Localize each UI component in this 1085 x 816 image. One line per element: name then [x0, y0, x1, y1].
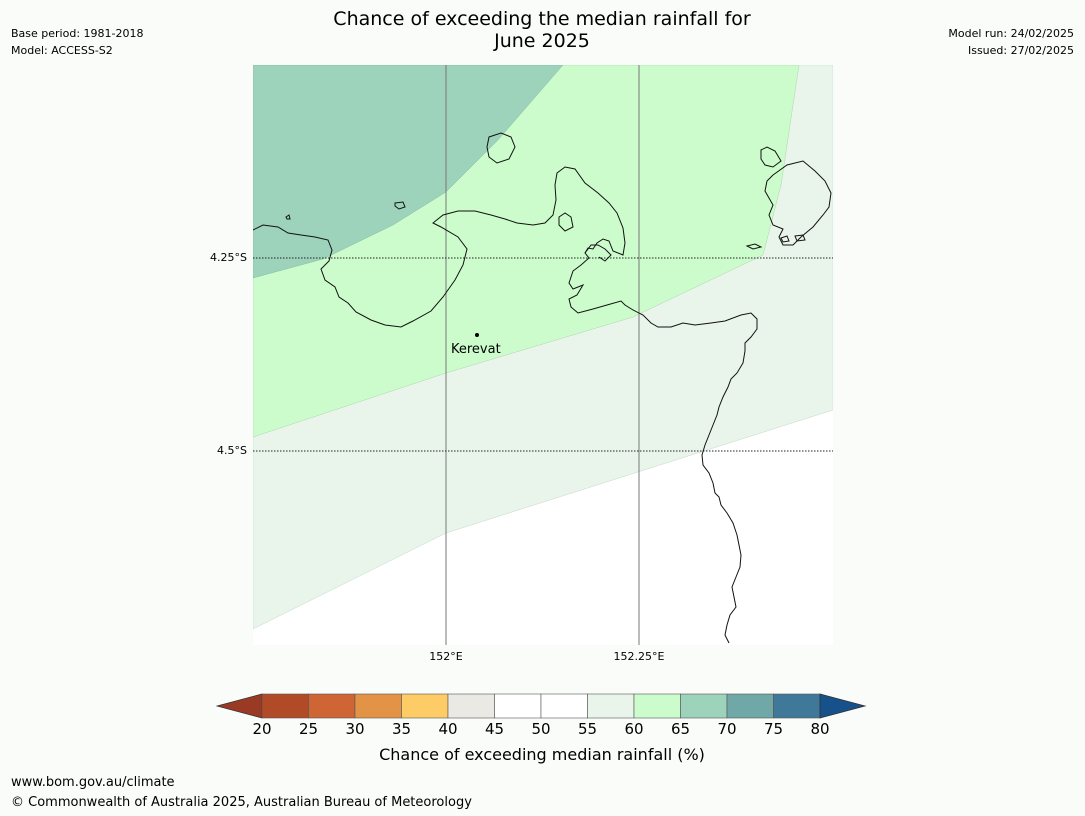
colorbar-tick-label: 60	[624, 720, 644, 738]
footer-copyright: © Commonwealth of Australia 2025, Austra…	[11, 795, 472, 810]
lon-label-152-25: 152.25°E	[613, 650, 665, 663]
colorbar-segment	[540, 693, 588, 719]
colorbar-tick-label: 45	[484, 720, 505, 738]
base-period-text: Base period: 1981-2018	[11, 27, 144, 40]
issued-text: Issued: 27/02/2025	[967, 44, 1074, 57]
colorbar-tick-label: 25	[298, 720, 319, 738]
title-line-2: June 2025	[494, 30, 590, 52]
lat-label-4-5: 4.5°S	[217, 444, 247, 457]
colorbar-tick-label: 20	[252, 720, 272, 738]
colorbar-segment	[587, 693, 635, 719]
colorbar-tick-label: 80	[810, 720, 830, 738]
colorbar-tick-label: 70	[717, 720, 737, 738]
colorbar-segment	[447, 693, 495, 719]
colorbar-tick-label: 40	[438, 720, 458, 738]
colorbar-over-arrow	[819, 693, 867, 719]
coastline	[253, 132, 832, 644]
page-title: Chance of exceeding the median rainfall …	[292, 8, 792, 52]
colorbar-segment	[308, 693, 356, 719]
zone-65-70	[253, 65, 564, 279]
colorbar-tick-label: 30	[345, 720, 365, 738]
colorbar-segment	[354, 693, 402, 719]
colorbar-tick-label: 65	[670, 720, 691, 738]
colorbar-tick-label: 75	[763, 720, 784, 738]
lat-label-4-25: 4.25°S	[210, 251, 247, 264]
colorbar-under-arrow	[216, 693, 263, 719]
colorbar-tick-label: 55	[577, 720, 598, 738]
model-run-text: Model run: 24/02/2025	[948, 27, 1074, 40]
colorbar-segment	[401, 693, 449, 719]
colorbar	[216, 693, 867, 719]
rainfall-map	[253, 65, 833, 645]
lon-label-152: 152°E	[429, 650, 463, 663]
colorbar-tick-label: 35	[391, 720, 412, 738]
colorbar-label: Chance of exceeding median rainfall (%)	[379, 745, 705, 764]
colorbar-segment	[773, 693, 821, 719]
footer-url[interactable]: www.bom.gov.au/climate	[11, 775, 175, 790]
kerevat-marker	[475, 333, 479, 337]
colorbar-segment	[633, 693, 681, 719]
title-line-1: Chance of exceeding the median rainfall …	[333, 8, 751, 30]
colorbar-segment	[261, 693, 309, 719]
colorbar-segment	[726, 693, 774, 719]
kerevat-label: Kerevat	[451, 342, 501, 357]
colorbar-segment	[494, 693, 542, 719]
colorbar-tick-label: 50	[531, 720, 551, 738]
colorbar-segment	[680, 693, 728, 719]
model-text: Model: ACCESS-S2	[11, 44, 113, 57]
